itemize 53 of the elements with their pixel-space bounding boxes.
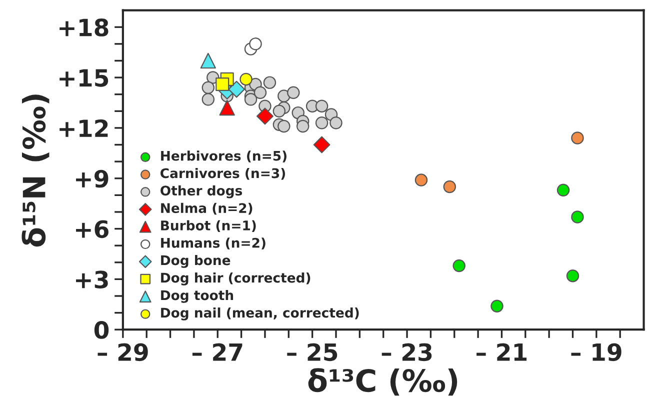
point [414, 174, 428, 186]
point [490, 300, 504, 312]
point [330, 116, 342, 130]
x-tick-label: – 29 [98, 343, 148, 362]
y-tick-label: +3 [76, 270, 108, 288]
x-tick-label: – 25 [287, 343, 338, 362]
legend-label: Dog bone [161, 255, 230, 268]
point [249, 38, 262, 50]
point [287, 86, 300, 100]
y-tick-label: +18 [60, 18, 108, 36]
x-axis-title: δ¹³C (‰) [308, 368, 458, 396]
legend-label: Herbivores (n=5) [161, 150, 286, 162]
x-tick-label: – 19 [571, 343, 622, 362]
x-tick-label: – 27 [192, 343, 242, 361]
point [263, 76, 276, 89]
point [571, 132, 584, 144]
point [315, 116, 328, 130]
point [254, 86, 267, 100]
point [278, 120, 290, 133]
point [202, 93, 215, 106]
legend-label: Burbot (n=1) [161, 220, 256, 232]
point [200, 52, 216, 69]
x-tick-label: – 23 [382, 343, 432, 362]
x-tick-label: – 21 [476, 343, 527, 361]
point [219, 100, 235, 116]
y-tick-label: +6 [76, 220, 108, 238]
point [256, 108, 274, 125]
legend-label: Dog nail (mean, corrected) [161, 307, 359, 320]
legend-label: Dog tooth [161, 290, 234, 303]
point [313, 136, 330, 154]
legend-label: Carnivores (n=3) [160, 168, 286, 180]
y-tick-label: +12 [60, 119, 108, 137]
y-tick-label: 0 [94, 321, 109, 339]
point [315, 100, 328, 112]
point [202, 81, 215, 94]
y-axis-title: δ¹⁵N (‰) [22, 94, 50, 247]
y-tick-label: +15 [60, 69, 108, 87]
point [452, 259, 466, 272]
point [556, 184, 570, 196]
point [240, 72, 252, 86]
point [296, 120, 310, 133]
legend-label: Humans (n=2) [161, 238, 266, 250]
point [571, 210, 584, 224]
legend-label: Dog hair (corrected) [161, 272, 310, 286]
y-tick-label: +9 [76, 170, 108, 188]
legend-label: Nelma (n=2) [161, 202, 252, 215]
point [216, 77, 230, 92]
legend-label: Other dogs [160, 185, 242, 198]
point [244, 93, 258, 106]
point [566, 269, 580, 282]
point [228, 80, 246, 98]
point [272, 104, 286, 118]
point [443, 180, 456, 194]
